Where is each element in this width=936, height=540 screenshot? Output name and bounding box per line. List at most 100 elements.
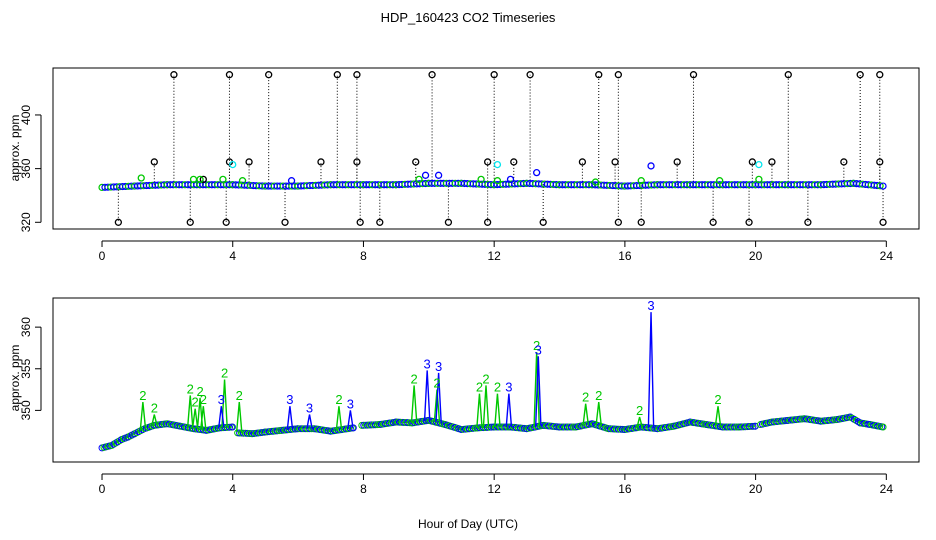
series-3-marker-label: 3 bbox=[286, 392, 293, 407]
series-2-spike-line bbox=[221, 379, 228, 428]
baseline-point bbox=[731, 423, 739, 431]
series-3-spike-line bbox=[505, 393, 513, 428]
series-3-spike-line bbox=[423, 370, 431, 422]
top-y-tick-label: 400 bbox=[19, 105, 33, 125]
spike-point bbox=[784, 71, 792, 79]
spike-point bbox=[745, 218, 753, 226]
top-x-tick-label: 8 bbox=[360, 249, 367, 263]
series-2-marker-label: 2 bbox=[410, 371, 417, 386]
spike-point bbox=[317, 158, 325, 166]
spike-point bbox=[265, 71, 273, 79]
spike-point bbox=[490, 71, 498, 79]
spike-point bbox=[412, 158, 420, 166]
series-2-marker-label: 2 bbox=[192, 395, 199, 410]
series-2-marker-label: 2 bbox=[196, 384, 203, 399]
bottom-x-tick-label: 20 bbox=[749, 482, 763, 496]
baseline-point bbox=[306, 425, 314, 433]
top-x-tick-label: 12 bbox=[487, 249, 501, 263]
series-2-spike-line bbox=[714, 406, 722, 427]
green-point bbox=[137, 174, 145, 182]
spike-point bbox=[428, 71, 436, 79]
green-point bbox=[477, 175, 485, 184]
spike-point bbox=[150, 158, 158, 166]
series-2-marker-label: 2 bbox=[533, 338, 540, 353]
spike-point bbox=[333, 71, 341, 79]
baseline-point bbox=[879, 182, 887, 190]
baseline-point bbox=[876, 182, 884, 190]
cyan-point bbox=[493, 160, 502, 169]
spike-point bbox=[856, 71, 864, 79]
spike-point bbox=[483, 218, 492, 226]
series-3-spike-line bbox=[647, 312, 655, 429]
spike-point bbox=[483, 158, 492, 166]
series-2-marker-label: 2 bbox=[494, 380, 501, 395]
series-2-marker-label: 2 bbox=[482, 371, 489, 386]
green-point bbox=[415, 175, 423, 184]
series-2-marker-label: 2 bbox=[187, 381, 194, 396]
spike-point bbox=[539, 218, 547, 226]
series-3-spike-line bbox=[435, 372, 442, 424]
spike-point bbox=[199, 175, 207, 184]
series-2-spike-line bbox=[410, 385, 418, 423]
series-3-marker-label: 3 bbox=[647, 298, 654, 313]
spike-point bbox=[748, 158, 756, 166]
top-data-marks bbox=[98, 71, 887, 226]
bottom-y-tick-label: 355 bbox=[19, 358, 33, 378]
top-plot-frame bbox=[52, 67, 920, 230]
blue-point bbox=[506, 175, 515, 184]
blue-point bbox=[647, 162, 655, 170]
baseline-point bbox=[879, 423, 887, 431]
baseline-point bbox=[349, 424, 357, 432]
bottom-x-tick-label: 8 bbox=[360, 482, 367, 496]
bottom-x-tick-label: 12 bbox=[487, 482, 501, 496]
spike-point bbox=[225, 71, 234, 79]
spike-point bbox=[376, 218, 384, 226]
spike-point bbox=[614, 218, 623, 226]
green-point bbox=[716, 177, 724, 185]
spike-point bbox=[222, 218, 230, 226]
spike-point bbox=[614, 71, 623, 79]
top-x-tick-label: 4 bbox=[229, 249, 236, 263]
spike-point bbox=[689, 71, 698, 79]
series-2-marker-label: 2 bbox=[433, 376, 440, 391]
green-point bbox=[637, 177, 645, 185]
series-2-spike-line bbox=[636, 416, 643, 428]
blue-point bbox=[533, 168, 541, 177]
spike-point bbox=[353, 71, 361, 79]
baseline-point bbox=[406, 419, 414, 427]
top-y-tick-label: 320 bbox=[19, 212, 33, 232]
spike-point bbox=[281, 218, 289, 226]
spike-point bbox=[356, 218, 364, 226]
series-2-spike-line bbox=[582, 403, 589, 426]
series-3-spike-line bbox=[534, 356, 542, 427]
series-3-spike-line bbox=[306, 414, 313, 429]
series-2-spike-line bbox=[595, 401, 603, 427]
series-3-spike-line bbox=[217, 406, 225, 429]
bottom-x-axis: 0 4 8 12 16 20 24 bbox=[99, 473, 893, 496]
series-3-marker-label: 3 bbox=[306, 401, 313, 416]
baseline-point bbox=[569, 423, 577, 431]
series-2-spike-line bbox=[476, 393, 483, 429]
series-3-marker-label: 3 bbox=[347, 396, 354, 411]
spike-point bbox=[611, 158, 619, 166]
spike-point bbox=[673, 158, 681, 166]
blue-point bbox=[287, 177, 296, 185]
series-3-marker-label: 3 bbox=[535, 342, 542, 357]
spike-point bbox=[876, 71, 884, 79]
series-2-marker-label: 2 bbox=[636, 403, 643, 418]
spike-point bbox=[804, 218, 812, 226]
blue-point bbox=[421, 171, 430, 179]
baseline-point bbox=[228, 423, 236, 431]
green-point bbox=[238, 177, 247, 185]
baseline-point bbox=[618, 425, 626, 433]
spike-point bbox=[353, 158, 361, 166]
top-x-tick-label: 0 bbox=[99, 249, 106, 263]
spike-point bbox=[170, 71, 178, 79]
top-y-axis: 320 360 400 bbox=[19, 105, 42, 232]
spike-point bbox=[186, 218, 194, 226]
top-x-tick-label: 16 bbox=[618, 249, 632, 263]
bottom-y-tick-label: 360 bbox=[19, 317, 33, 337]
series-2-marker-label: 2 bbox=[595, 388, 602, 403]
